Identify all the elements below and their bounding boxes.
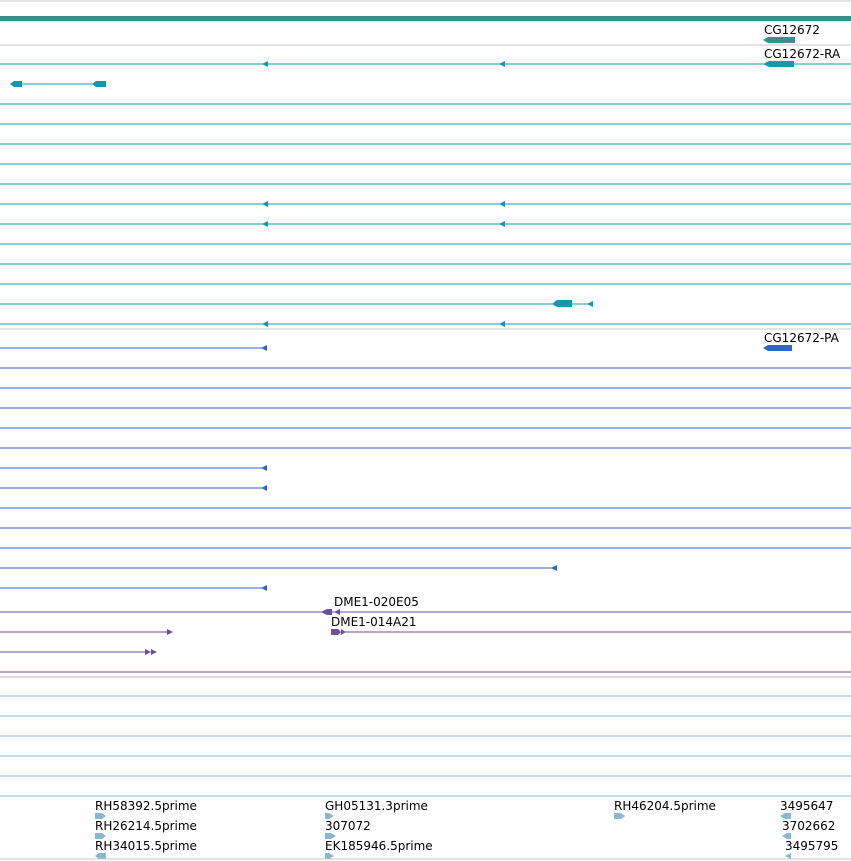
transcript-label[interactable]: CG12672-RA [764,47,841,61]
clone-label-020e05[interactable]: DME1-020E05 [334,595,419,609]
exon-marker-icon [261,485,267,491]
est-arrow-icon [95,853,106,859]
exon-marker-icon [261,465,267,471]
est-label[interactable]: 3495795 [785,839,839,853]
gene-glyph-cg12672[interactable] [763,37,795,43]
exon-marker-icon [551,565,557,571]
protein-glyphs[interactable] [261,345,792,591]
est-arrow-icon [614,813,625,819]
est-label[interactable]: 307072 [325,819,371,833]
est-arrow-icon [780,813,791,819]
exon-marker-icon [10,81,22,87]
clone-arrow-icon [151,649,157,655]
est-label[interactable]: RH46204.5prime [614,799,716,813]
clone-glyphs[interactable] [145,609,346,655]
est-rows [0,695,851,797]
exon-marker-icon [499,201,505,207]
clone-arrow-icon [321,609,332,615]
transcript-ra-arrow-icon [763,61,794,67]
est-arrow-icon [95,813,106,819]
clone-arrow-icon [341,629,346,635]
protein-rows [0,347,851,589]
est-arrow-icon [785,853,791,859]
est-label[interactable]: EK185946.5prime [325,839,433,853]
exon-marker-icon [262,221,268,227]
clone-label-014a21[interactable]: DME1-014A21 [331,615,417,629]
exon-marker-icon [552,300,572,307]
est-arrow-icon [325,833,336,839]
est-label[interactable]: GH05131.3prime [325,799,428,813]
exon-marker-icon [499,221,505,227]
est-arrow-icon [782,833,791,839]
exon-marker-icon [262,61,268,67]
exon-marker-icon [587,301,593,307]
est-arrow-icon [325,813,334,819]
clone-arrow-icon [167,629,173,635]
exon-marker-icon [262,321,268,327]
gene-span-bar[interactable] [0,16,851,21]
est-label[interactable]: 3702662 [782,819,836,833]
est-label[interactable]: RH58392.5prime [95,799,197,813]
est-glyphs[interactable] [95,813,791,859]
clone-rows [0,611,851,673]
exon-marker-icon [499,321,505,327]
est-label[interactable]: RH26214.5prime [95,819,197,833]
gene-arrow-icon [763,37,795,43]
est-label[interactable]: RH34015.5prime [95,839,197,853]
clone-arrow-icon [145,649,151,655]
est-label[interactable]: 3495647 [780,799,834,813]
clone-arrow-icon [331,629,341,635]
est-arrow-icon [95,833,106,839]
transcript-rows [0,63,851,325]
exon-marker-icon [499,61,505,67]
exon-marker-icon [261,585,267,591]
exon-marker-icon [262,201,268,207]
gene-label[interactable]: CG12672 [764,23,820,37]
exon-marker-icon [92,81,106,87]
exon-marker-icon [261,345,267,351]
protein-pa-arrow-icon [763,345,792,351]
transcript-glyphs[interactable] [10,61,794,327]
protein-label[interactable]: CG12672-PA [764,331,839,345]
est-arrow-icon [325,853,334,859]
clone-arrow-icon [334,609,340,615]
